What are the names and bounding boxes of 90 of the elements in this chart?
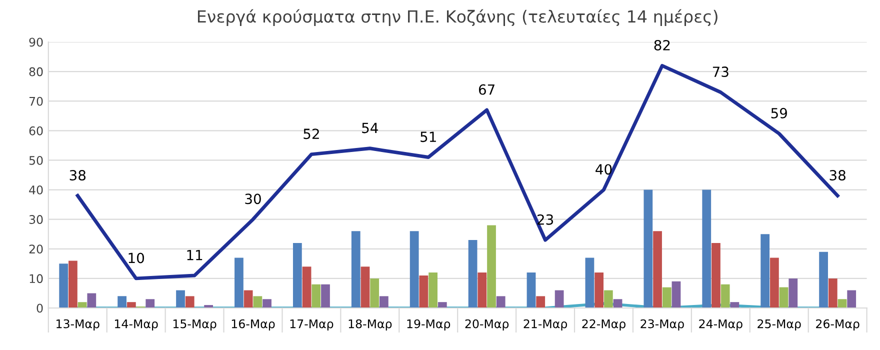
bar [262, 299, 272, 308]
bar [819, 252, 828, 308]
data-label: 11 [187, 250, 202, 260]
bar [720, 284, 730, 308]
x-tick-label: 14-Μαρ [115, 319, 158, 331]
bar [292, 242, 302, 308]
y-tick-label: 10 [30, 274, 43, 284]
bar [779, 287, 788, 308]
x-tick-label: 24-Μαρ [699, 319, 742, 331]
bar [662, 287, 672, 308]
data-label: 38 [830, 170, 846, 180]
bar [351, 231, 360, 308]
data-label: 30 [245, 194, 261, 204]
bar [234, 258, 244, 308]
x-tick-label: 15-Μαρ [173, 319, 216, 331]
bar [770, 258, 779, 308]
bar [87, 293, 96, 308]
y-tick-label: 60 [29, 126, 43, 136]
y-tick-label: 40 [29, 186, 43, 194]
bar [185, 296, 194, 308]
bar [585, 258, 594, 308]
bar [438, 302, 447, 308]
bar [410, 231, 419, 308]
bar [380, 296, 388, 308]
bar [312, 284, 321, 308]
bar [788, 278, 798, 308]
data-label: 38 [70, 170, 86, 180]
bar [847, 290, 856, 308]
bar [360, 266, 370, 308]
y-tick-label: 50 [29, 156, 43, 165]
bar [487, 225, 496, 308]
data-label: 54 [362, 122, 378, 134]
bar [838, 299, 847, 308]
bar [419, 275, 428, 308]
y-tick-label: 70 [29, 96, 43, 106]
x-tick-label: 22-Μαρ [582, 319, 626, 331]
bar [644, 190, 653, 308]
y-tick-label: 30 [29, 215, 43, 224]
bar [604, 290, 613, 308]
chart-title: Ενεργά κρούσματα στην Π.Ε. Κοζάνης (τελευταίες 14 ημέρες) [198, 9, 718, 26]
x-tick-label: 23-Μαρ [640, 319, 684, 331]
bar [730, 302, 740, 308]
bar [536, 296, 546, 308]
bar [244, 290, 253, 308]
x-tick-label: 19-Μαρ [407, 319, 450, 331]
x-tick-label: 25-Μαρ [758, 319, 801, 331]
y-tick-label: 90 [29, 38, 43, 47]
x-tick-label: 13-Μαρ [56, 319, 100, 331]
bar [526, 272, 536, 308]
bar [594, 272, 604, 308]
bar [672, 281, 681, 308]
bar [176, 290, 185, 308]
data-label: 59 [771, 108, 787, 118]
bar [828, 278, 838, 308]
bar [478, 272, 487, 308]
bar [302, 266, 312, 308]
bar [321, 284, 330, 308]
bar [468, 240, 478, 308]
x-tick-label: 20-Μαρ [465, 319, 509, 331]
x-tick-label: 16-Μαρ [232, 319, 275, 331]
bar [613, 299, 622, 308]
bar [370, 278, 380, 308]
data-label: 67 [478, 84, 494, 95]
x-tick-label: 18-Μαρ [348, 319, 392, 331]
data-label: 40 [596, 164, 612, 175]
bar [59, 264, 68, 308]
x-tick-label: 21-Μαρ [524, 319, 568, 331]
bar [253, 296, 262, 308]
bar [428, 272, 438, 308]
y-tick-label: 80 [29, 67, 43, 76]
data-label: 52 [304, 128, 319, 140]
data-label: 82 [654, 40, 670, 50]
y-tick-label: 0 [36, 304, 43, 313]
y-tick-label: 20 [29, 244, 43, 254]
bar [496, 296, 506, 308]
bar [712, 242, 720, 308]
bar [554, 290, 564, 308]
data-label: 51 [420, 132, 436, 142]
x-tick-label: 17-Μαρ [290, 319, 334, 331]
bar [760, 234, 770, 308]
bar [653, 231, 662, 308]
bar [68, 260, 78, 308]
data-label: 23 [537, 214, 554, 225]
x-tick-label: 26-Μαρ [816, 319, 860, 331]
data-label: 73 [712, 66, 728, 78]
bar [702, 190, 712, 308]
bar [146, 299, 155, 308]
bar [118, 296, 126, 308]
data-label: 10 [128, 252, 144, 264]
bar [126, 302, 136, 308]
